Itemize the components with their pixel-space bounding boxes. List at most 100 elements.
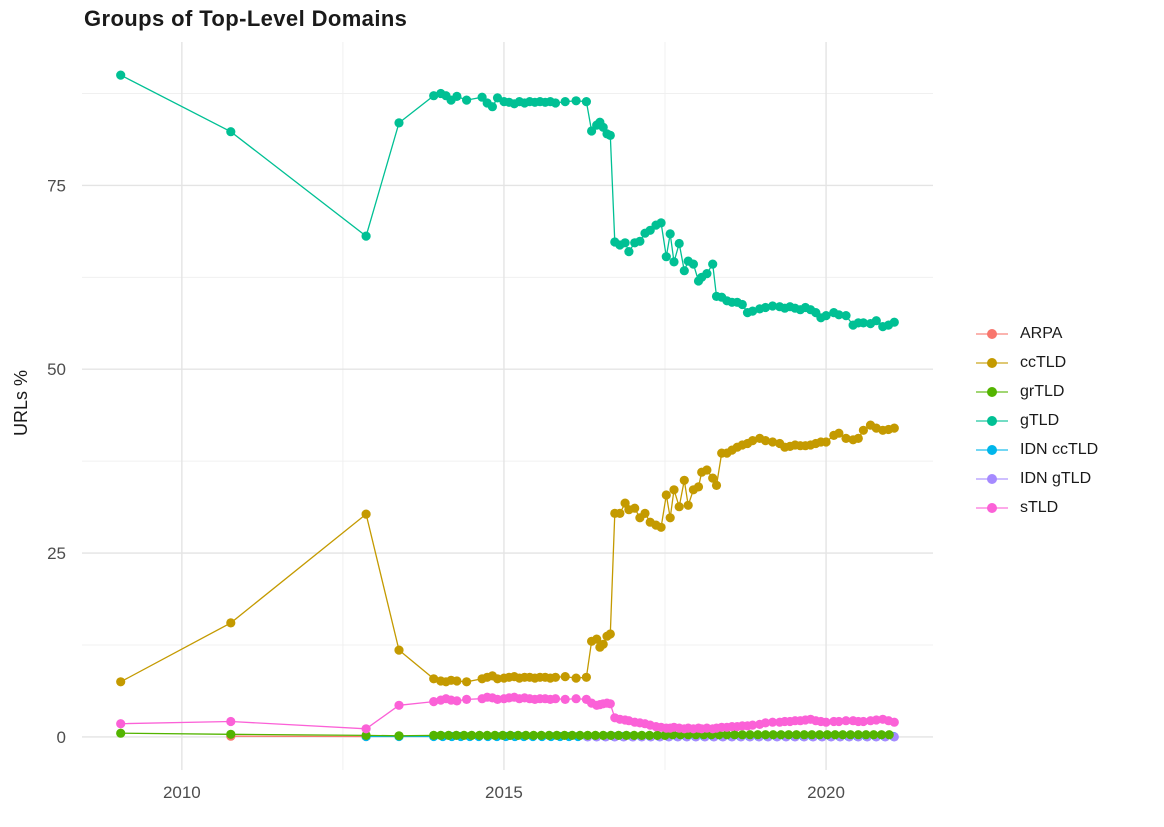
data-point [630, 503, 640, 513]
data-point [669, 485, 679, 495]
data-point [768, 437, 778, 447]
data-point [581, 672, 592, 682]
data-point [550, 672, 561, 682]
legend-label: ccTLD [1020, 353, 1067, 371]
data-point [571, 96, 581, 106]
data-point [452, 696, 462, 706]
data-point [711, 480, 722, 490]
data-point [560, 672, 570, 682]
legend-key-dot [987, 415, 997, 426]
data-point [226, 716, 236, 727]
data-point [834, 428, 844, 438]
data-point [116, 728, 126, 738]
data-point [226, 127, 236, 137]
data-point [451, 730, 461, 741]
legend-label: sTLD [1020, 498, 1059, 516]
legend-label: IDN ccTLD [1020, 440, 1099, 458]
data-point [861, 730, 871, 740]
data-point [748, 436, 758, 446]
data-point [474, 730, 485, 741]
data-point [394, 645, 404, 655]
legend-key-icon [976, 386, 1008, 398]
data-point [116, 70, 126, 80]
legend-item-ARPA: ARPA [976, 319, 1098, 348]
data-point [571, 694, 581, 704]
legend-key-icon [976, 415, 1008, 427]
data-point [815, 730, 825, 740]
data-point [822, 730, 832, 740]
data-point [559, 730, 570, 741]
x-tick-label-2010: 2010 [163, 783, 201, 802]
data-point [679, 266, 689, 276]
data-point [575, 730, 585, 741]
data-point [753, 730, 763, 740]
data-point [665, 229, 675, 239]
data-point [644, 730, 655, 741]
data-point [845, 730, 856, 740]
data-point [459, 730, 469, 741]
y-axis-title: URLs % [11, 370, 31, 437]
data-point [462, 694, 472, 705]
data-point [429, 730, 439, 741]
data-point [490, 730, 500, 741]
legend-key-icon [976, 357, 1008, 369]
data-point [605, 699, 615, 709]
data-point [858, 716, 869, 727]
legend-key-dot [987, 357, 997, 368]
data-point [730, 730, 740, 740]
data-point [452, 676, 462, 686]
legend-label: gTLD [1020, 411, 1060, 429]
data-point [640, 508, 650, 518]
data-point [361, 724, 371, 734]
data-point [661, 252, 671, 262]
legend-key-dot [987, 444, 997, 455]
data-point [629, 730, 639, 741]
data-point [462, 677, 472, 687]
data-point [536, 730, 546, 741]
data-point [748, 720, 758, 730]
data-point [760, 302, 771, 313]
data-point [621, 730, 632, 741]
data-point [853, 433, 863, 443]
data-point [436, 730, 446, 741]
data-point [821, 717, 831, 727]
data-point [708, 473, 718, 483]
data-point [615, 508, 625, 518]
data-point [361, 730, 371, 741]
data-point [550, 98, 561, 108]
data-point [834, 716, 844, 727]
data-point [552, 730, 562, 741]
data-point [394, 118, 404, 128]
data-point [889, 317, 899, 327]
x-tick-label-2020: 2020 [807, 783, 845, 802]
data-point [361, 231, 371, 241]
data-point [660, 730, 670, 741]
legend-label: grTLD [1020, 382, 1065, 400]
series-ccTLD [116, 420, 899, 687]
data-point [592, 634, 602, 644]
data-point [487, 102, 497, 112]
data-point [760, 436, 771, 446]
data-point [452, 91, 462, 101]
data-point [669, 257, 679, 267]
data-point [567, 730, 577, 741]
axis-tick-labels: 2010 2015 2020 0 25 50 75 [47, 176, 845, 802]
legend-item-ccTLD: ccTLD [976, 348, 1098, 377]
data-point [768, 730, 778, 740]
data-point [598, 730, 608, 741]
legend-item-sTLD: sTLD [976, 493, 1098, 522]
legend-key-icon [976, 328, 1008, 340]
legend-item-IDN-ccTLD: IDN ccTLD [976, 435, 1098, 464]
chart-title: Groups of Top-Level Domains [84, 6, 408, 31]
gridlines-minor [82, 42, 933, 770]
series-ARPA [226, 731, 371, 742]
data-point [858, 318, 869, 328]
data-point [665, 513, 675, 523]
series-gTLD [116, 70, 899, 332]
data-point [560, 694, 570, 705]
x-tick-label-2015: 2015 [485, 783, 523, 802]
data-point [889, 423, 899, 433]
gridlines-major [82, 42, 933, 770]
data-point [394, 700, 404, 710]
